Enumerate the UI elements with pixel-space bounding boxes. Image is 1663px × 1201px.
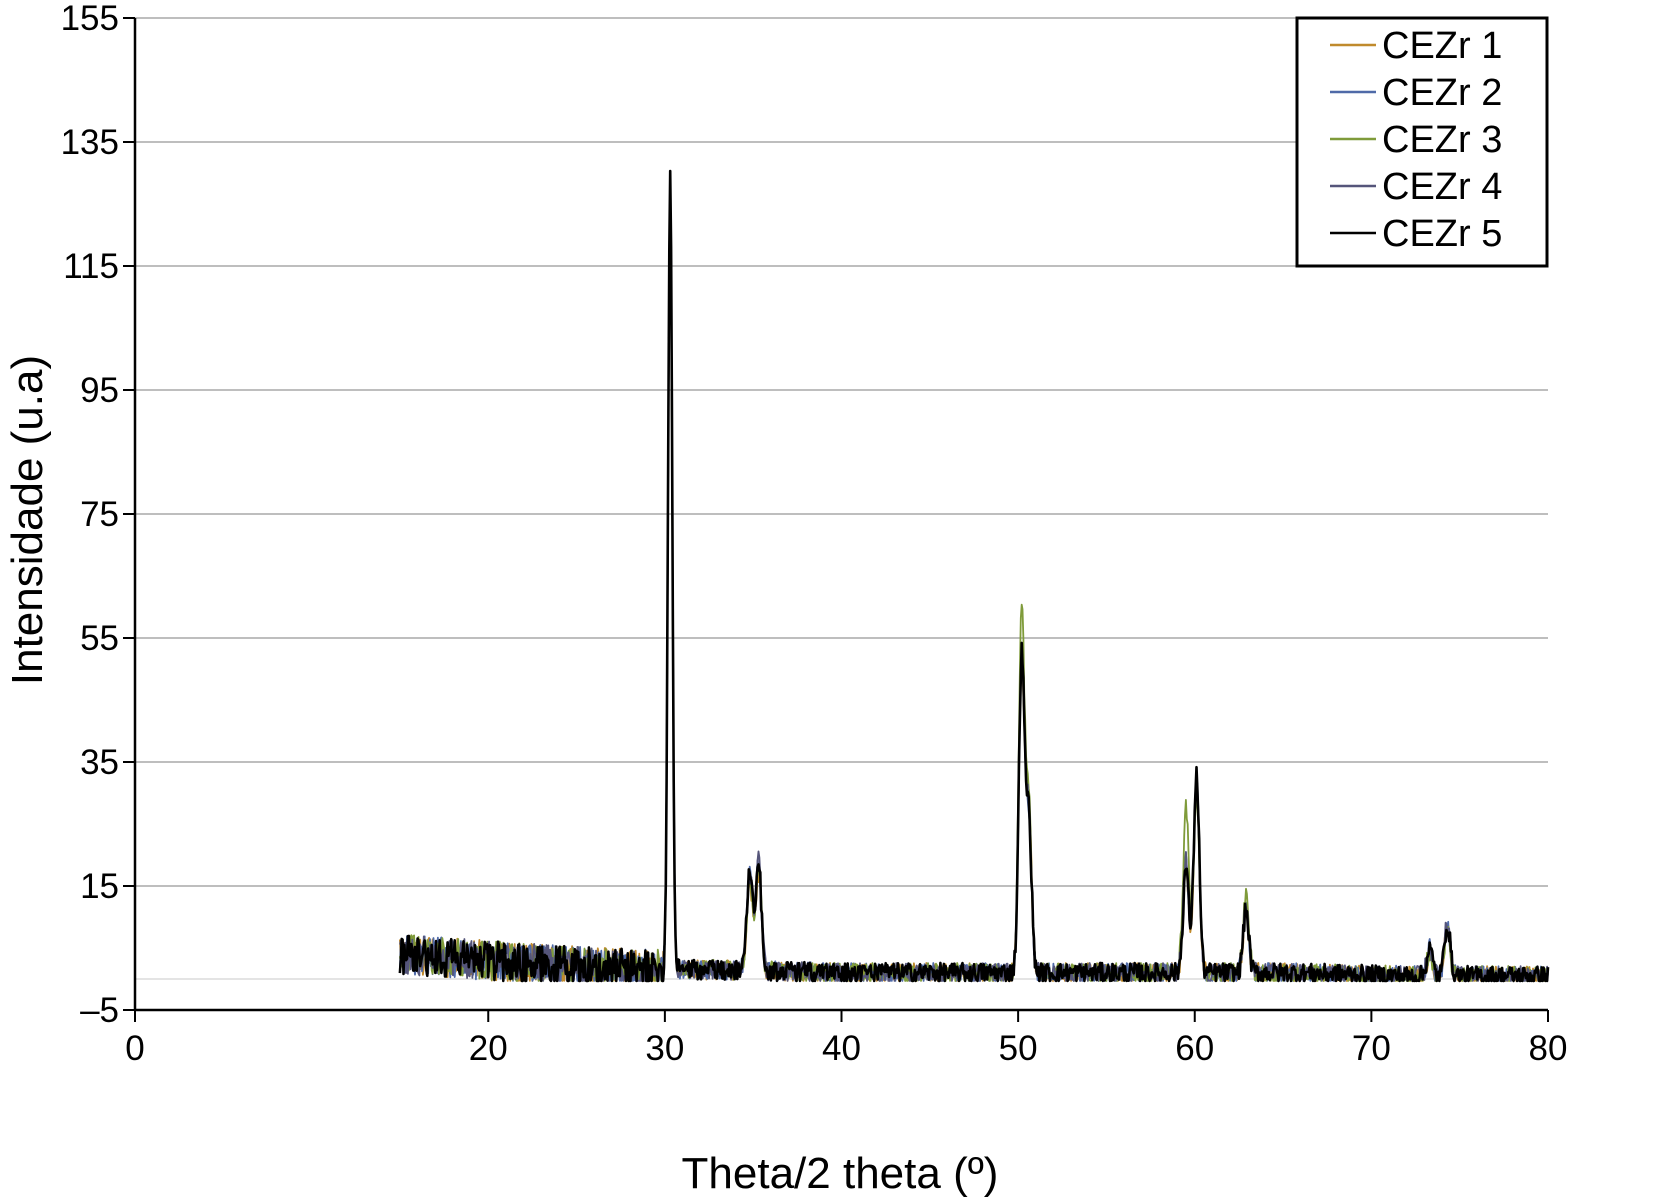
x-tick-label: 40 bbox=[822, 1029, 861, 1068]
y-tick-label: –5 bbox=[80, 991, 119, 1030]
x-tick-label: 80 bbox=[1529, 1029, 1568, 1068]
x-tick-label: 60 bbox=[1175, 1029, 1214, 1068]
x-tick-label: 30 bbox=[645, 1029, 684, 1068]
x-tick-label: 0 bbox=[125, 1029, 144, 1068]
legend-items: CEZr 1 CEZr 2 CEZr 3 CEZr 4 CEZr 5 bbox=[1330, 25, 1502, 255]
legend: CEZr 1 CEZr 2 CEZr 3 CEZr 4 CEZr 5 bbox=[1295, 16, 1549, 268]
y-tick-label: 55 bbox=[80, 619, 119, 658]
legend-box bbox=[1295, 16, 1549, 268]
y-tick-label: 95 bbox=[80, 371, 119, 410]
series-line-5 bbox=[398, 169, 1550, 983]
legend-label: CEZr 5 bbox=[1382, 213, 1502, 255]
y-tick-label: 155 bbox=[61, 0, 119, 38]
x-axis-title: Theta/2 theta (º) bbox=[682, 1149, 999, 1198]
legend-label: CEZr 2 bbox=[1382, 72, 1502, 114]
axes bbox=[123, 17, 1549, 1022]
y-tick-label: 35 bbox=[80, 743, 119, 782]
x-tick-label: 50 bbox=[999, 1029, 1038, 1068]
y-tick-label: 15 bbox=[80, 867, 119, 906]
series-layer bbox=[398, 169, 1550, 983]
y-tick-label: 135 bbox=[61, 123, 119, 162]
legend-label: CEZr 1 bbox=[1382, 25, 1502, 67]
x-tick-labels: 0 20 30 40 50 60 70 80 bbox=[125, 1029, 1567, 1068]
legend-label: CEZr 4 bbox=[1382, 166, 1502, 208]
y-axis-title: Intensidade (u.a) bbox=[3, 355, 52, 685]
x-tick-label: 70 bbox=[1352, 1029, 1391, 1068]
y-tick-label: 75 bbox=[80, 495, 119, 534]
legend-label: CEZr 3 bbox=[1382, 119, 1502, 161]
y-tick-labels: –5 15 35 55 75 95 115 135 155 bbox=[61, 0, 119, 1030]
y-tick-label: 115 bbox=[63, 247, 119, 286]
x-tick-label: 20 bbox=[469, 1029, 508, 1068]
